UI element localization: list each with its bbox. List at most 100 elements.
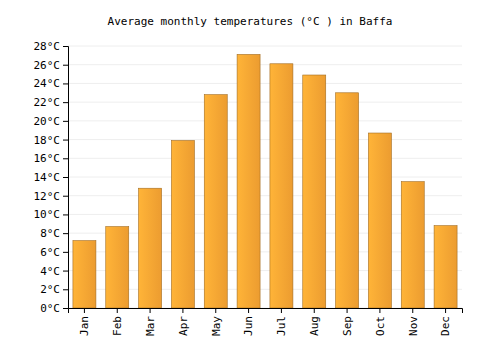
tick: Apr xyxy=(177,308,190,336)
axis-line xyxy=(69,309,463,314)
tick-label: 22°C xyxy=(34,96,61,109)
tick: Nov xyxy=(407,308,420,336)
title: Average monthly temperatures (°C ) in Ba… xyxy=(108,15,393,28)
tick-label: Dec xyxy=(439,316,452,336)
tick-label: 4°C xyxy=(40,265,60,278)
tick: Sep xyxy=(341,308,354,336)
tick-mark xyxy=(63,271,68,272)
tick-mark xyxy=(63,65,68,66)
tick: 4°C xyxy=(40,265,68,278)
bar xyxy=(336,93,359,308)
grid-line xyxy=(68,139,462,140)
tick-label: Jul xyxy=(275,316,288,336)
tick-mark xyxy=(379,308,380,313)
tick-mark xyxy=(63,121,68,122)
tick: Feb xyxy=(111,308,124,336)
tick-label: 6°C xyxy=(40,246,60,259)
tick: Jul xyxy=(275,308,288,336)
tick-label: 24°C xyxy=(34,77,61,90)
grid xyxy=(68,46,462,308)
tick: 14°C xyxy=(34,171,69,184)
tick-label: 10°C xyxy=(34,208,61,221)
grid-line xyxy=(68,83,462,84)
grid-line xyxy=(68,158,462,159)
tick-mark xyxy=(63,177,68,178)
bar xyxy=(106,227,129,308)
tick-mark xyxy=(63,46,68,47)
bar xyxy=(368,133,391,308)
tick-mark xyxy=(63,196,68,197)
tick-label: Mar xyxy=(144,316,157,336)
grid-line xyxy=(68,64,462,65)
tick-mark xyxy=(63,233,68,234)
tick: May xyxy=(210,308,223,336)
tick-label: 16°C xyxy=(34,152,61,165)
bar xyxy=(303,75,326,308)
tick-mark xyxy=(63,289,68,290)
tick-label: Nov xyxy=(407,316,420,336)
tick-mark xyxy=(347,308,348,313)
tick-mark xyxy=(150,308,151,313)
tick: 8°C xyxy=(40,227,68,240)
tick-label: 8°C xyxy=(40,227,60,240)
tick-label: May xyxy=(210,316,223,336)
tick: 12°C xyxy=(34,190,69,203)
bar xyxy=(434,226,457,308)
tick-label: 14°C xyxy=(34,171,61,184)
tick: 26°C xyxy=(34,59,69,72)
tick-mark xyxy=(445,308,446,313)
tick-mark xyxy=(314,308,315,313)
tick-label: Jun xyxy=(242,316,255,336)
tick-label: 18°C xyxy=(34,134,61,147)
bar xyxy=(204,95,227,308)
tick-label: 26°C xyxy=(34,59,61,72)
tick: Dec xyxy=(439,308,452,336)
tick: Mar xyxy=(144,308,157,336)
tick-label: 0°C xyxy=(40,302,60,315)
tick-label: 2°C xyxy=(40,283,60,296)
tick: Jan xyxy=(78,308,91,336)
bar xyxy=(73,241,96,308)
tick-mark xyxy=(117,308,118,313)
tick-label: Jan xyxy=(78,316,91,336)
bars xyxy=(73,54,457,308)
tick-label: 12°C xyxy=(34,190,61,203)
tick: 6°C xyxy=(40,246,68,259)
plot: 0°C 2°C 4°C 6°C 8°C 10°C 12°C 14°C 16°C 18°C 20°C 2… xyxy=(34,40,463,336)
tick: 28°C xyxy=(34,40,69,53)
tick-mark xyxy=(215,308,216,313)
tick-label: Aug xyxy=(308,316,321,336)
tick-mark xyxy=(63,308,68,309)
bar xyxy=(139,188,162,308)
grid-line xyxy=(68,120,462,121)
tick-mark xyxy=(63,252,68,253)
tick: 20°C xyxy=(34,115,69,128)
grid-line xyxy=(68,177,462,178)
tick-mark xyxy=(281,308,282,313)
tick: 18°C xyxy=(34,134,69,147)
chart: Average monthly temperatures (°C ) in Ba… xyxy=(0,0,500,350)
tick-label: Sep xyxy=(341,316,354,336)
axis-line xyxy=(63,47,69,309)
tick-label: Apr xyxy=(177,316,190,336)
tick-mark xyxy=(248,308,249,313)
bar xyxy=(237,54,260,308)
bar xyxy=(401,182,424,308)
tick-label: Feb xyxy=(111,316,124,336)
tick: 2°C xyxy=(40,283,68,296)
bar xyxy=(270,64,293,308)
y-axis: 0°C 2°C 4°C 6°C 8°C 10°C 12°C 14°C 16°C 18°C 20°C 2… xyxy=(34,40,69,315)
grid-line xyxy=(68,46,462,47)
tick: 24°C xyxy=(34,77,69,90)
grid-line xyxy=(68,102,462,103)
tick-mark xyxy=(63,140,68,141)
tick-label: 20°C xyxy=(34,115,61,128)
tick: 0°C xyxy=(40,302,68,315)
tick-label: Oct xyxy=(374,316,387,336)
tick: Jun xyxy=(242,308,255,336)
tick-mark xyxy=(63,102,68,103)
bar xyxy=(171,141,194,308)
tick-mark xyxy=(63,214,68,215)
tick: 22°C xyxy=(34,96,69,109)
tick-mark xyxy=(63,158,68,159)
